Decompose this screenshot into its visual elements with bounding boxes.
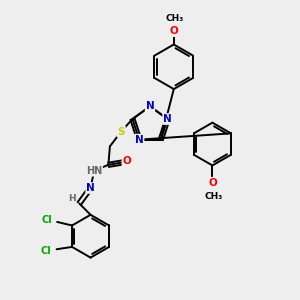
Text: H: H — [68, 194, 76, 202]
Text: CH₃: CH₃ — [166, 14, 184, 23]
Text: Cl: Cl — [41, 215, 52, 225]
Text: Cl: Cl — [40, 246, 51, 256]
Text: O: O — [169, 26, 178, 36]
Text: CH₃: CH₃ — [204, 192, 222, 201]
Text: S: S — [117, 127, 125, 136]
Text: O: O — [122, 156, 131, 166]
Text: N: N — [163, 114, 172, 124]
Text: N: N — [146, 101, 154, 111]
Text: N: N — [86, 183, 95, 193]
Text: HN: HN — [86, 166, 102, 176]
Text: N: N — [135, 135, 143, 145]
Text: O: O — [208, 178, 217, 188]
